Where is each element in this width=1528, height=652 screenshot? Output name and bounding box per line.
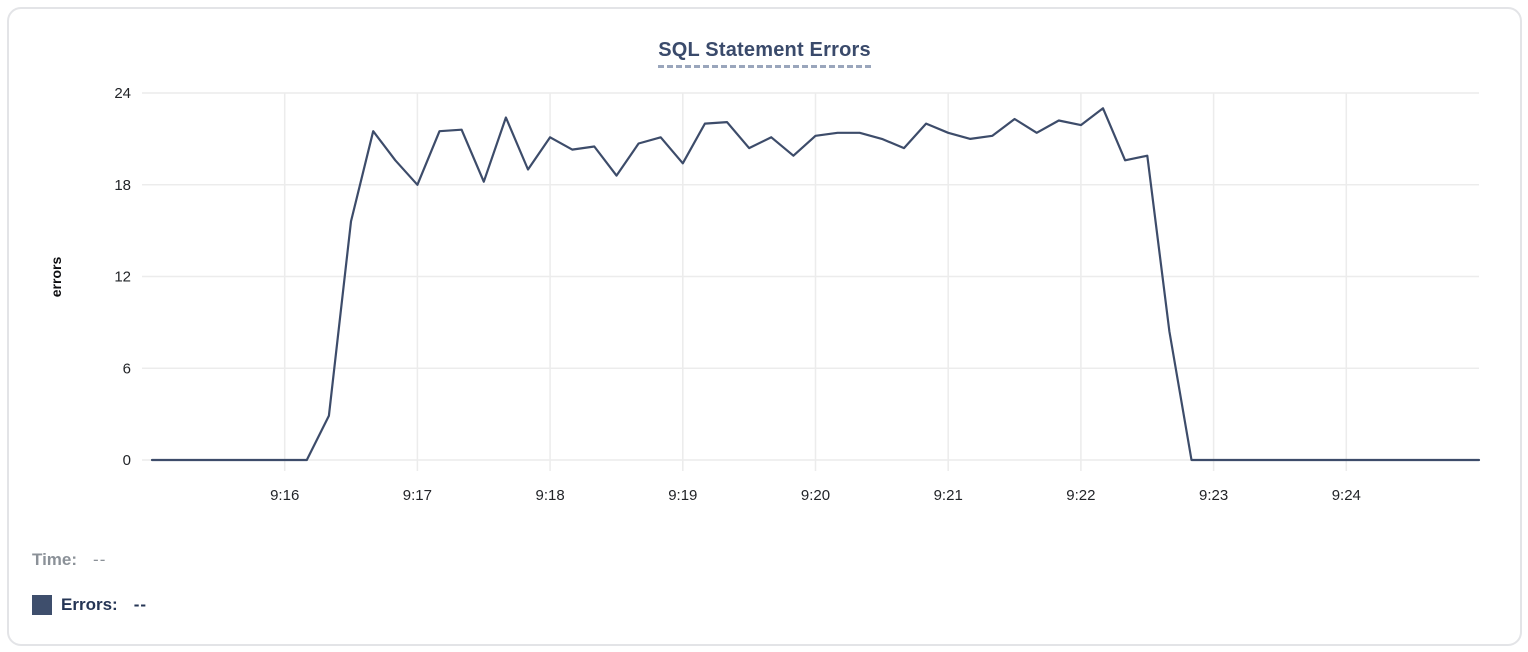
chart-title[interactable]: SQL Statement Errors: [658, 39, 871, 68]
x-tick-label: 9:24: [1332, 487, 1361, 504]
x-tick-label: 9:21: [934, 487, 963, 504]
x-tick-label: 9:17: [403, 487, 432, 504]
tooltip-errors-label: Errors:: [61, 595, 118, 614]
x-tick-label: 9:20: [801, 487, 830, 504]
x-axis-labels: 9:16 9:17 9:18 9:19 9:20 9:21 9:22 9:23 9:24: [270, 487, 1361, 504]
chart-panel: SQL Statement Errors 0 6 12 18 24 9:16 9:17 9:1…: [7, 7, 1522, 646]
y-axis-title: errors: [48, 257, 64, 298]
tooltip-time-value: --: [93, 550, 107, 569]
tooltip-errors-value: --: [133, 595, 148, 614]
x-tick-label: 9:16: [270, 487, 299, 504]
y-tick-label: 24: [114, 85, 131, 102]
tooltip-time-label: Time:: [32, 550, 78, 569]
errors-series-swatch: [32, 595, 52, 615]
errors-line-series: [150, 107, 1481, 462]
x-tick-label: 9:23: [1199, 487, 1228, 504]
y-axis-labels: 0 6 12 18 24: [114, 85, 131, 469]
errors-line-chart[interactable]: 0 6 12 18 24 9:16 9:17 9:18 9:19 9:20 9:21 9:22 9:23…: [9, 9, 1528, 524]
gridlines: [142, 92, 1479, 471]
tooltip-time-row: Time: --: [32, 550, 106, 570]
y-tick-label: 18: [114, 177, 131, 194]
y-tick-label: 0: [123, 452, 131, 469]
y-tick-label: 12: [114, 269, 131, 286]
y-tick-label: 6: [123, 360, 131, 377]
tooltip-errors-row: Errors: --: [32, 595, 147, 615]
x-tick-label: 9:19: [668, 487, 697, 504]
x-tick-label: 9:22: [1066, 487, 1095, 504]
x-tick-label: 9:18: [535, 487, 564, 504]
chart-header: SQL Statement Errors: [9, 39, 1520, 68]
